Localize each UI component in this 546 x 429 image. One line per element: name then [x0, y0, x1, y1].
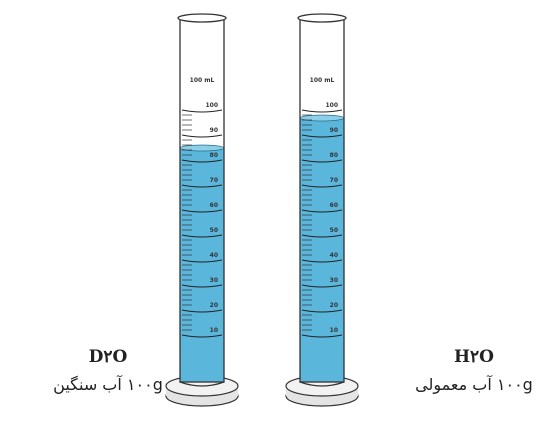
- graduation-label: 20: [210, 302, 218, 309]
- graduation-line: [181, 334, 223, 338]
- graduation-label: 50: [210, 227, 218, 234]
- graduation-line: [301, 259, 343, 263]
- graduation-label: 10: [330, 327, 338, 334]
- graduation-line: [301, 184, 343, 188]
- graduation-label: 40: [210, 252, 218, 259]
- graduation-line: [181, 284, 223, 288]
- formula: D۲O: [89, 347, 128, 367]
- graduation-line: [301, 209, 343, 213]
- graduation-line: [181, 184, 223, 188]
- formula: H۲O: [454, 347, 494, 367]
- cylinder: 100 mL 100 90 80 70 60 50 40 30 20 10: [165, 13, 239, 407]
- graduation-label: 70: [210, 177, 218, 184]
- graduation-line: [301, 309, 343, 313]
- graduation-label: 60: [330, 202, 338, 209]
- graduation-label: 10: [210, 327, 218, 334]
- graduation-label: 30: [330, 277, 338, 284]
- graduation-label: 90: [210, 127, 218, 134]
- graduation-line: [181, 209, 223, 213]
- graduation-label: 100: [205, 102, 218, 109]
- graduation-label: 100: [325, 102, 338, 109]
- cylinder-bottom: [179, 381, 225, 387]
- caption: ۱۰۰g آب معمولی: [415, 375, 533, 395]
- graduation-line: [181, 134, 223, 138]
- graduation-line: [181, 159, 223, 163]
- graduation-label: 80: [330, 152, 338, 159]
- graduation-line: [301, 109, 343, 113]
- graduation-label: 20: [330, 302, 338, 309]
- graduation-label: 60: [210, 202, 218, 209]
- graduation-label: 30: [210, 277, 218, 284]
- graduation-label: 40: [330, 252, 338, 259]
- cylinder-bottom: [299, 381, 345, 387]
- scale-label: 100 mL: [190, 77, 215, 84]
- graduation-line: [181, 309, 223, 313]
- cylinder-rim: [177, 13, 227, 23]
- graduation-line: [301, 159, 343, 163]
- caption: ۱۰۰g آب سنگین: [53, 375, 163, 395]
- graduation-line: [301, 134, 343, 138]
- graduation-label: 80: [210, 152, 218, 159]
- graduation-line: [301, 234, 343, 238]
- graduation-line: [301, 334, 343, 338]
- cylinder-rim: [297, 13, 347, 23]
- graduation-label: 70: [330, 177, 338, 184]
- graduation-label: 50: [330, 227, 338, 234]
- graduation-line: [181, 259, 223, 263]
- scale-label: 100 mL: [310, 77, 335, 84]
- graduation-line: [181, 109, 223, 113]
- graduation-label: 90: [330, 127, 338, 134]
- graduation-line: [301, 284, 343, 288]
- graduation-line: [181, 234, 223, 238]
- cylinder: 100 mL 100 90 80 70 60 50 40 30 20 10: [285, 13, 359, 407]
